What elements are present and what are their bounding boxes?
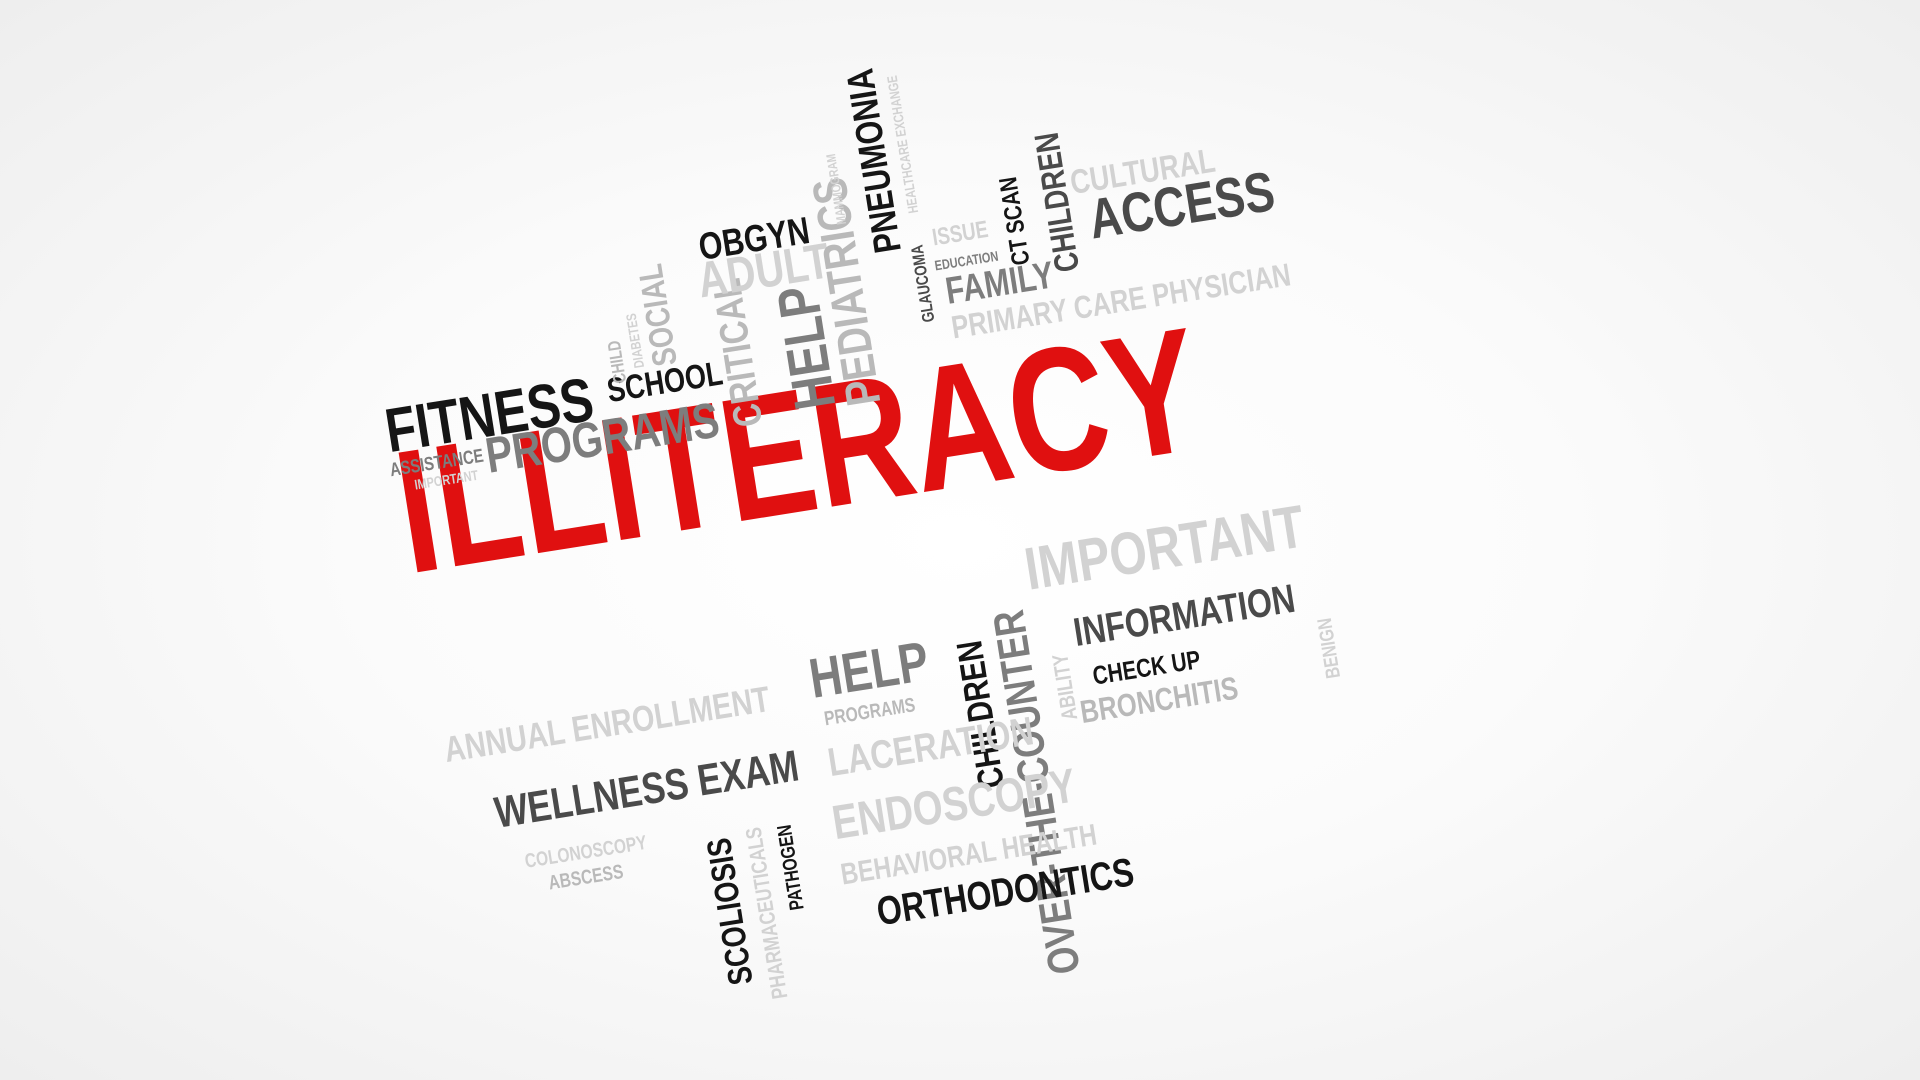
- word-benign: BENIGN: [1313, 616, 1346, 680]
- word-child: CHILD: [603, 339, 631, 385]
- word-glaucoma: GLAUCOMA: [907, 243, 939, 324]
- word-ability: ABILITY: [1047, 652, 1083, 722]
- word-ct-scan: CT SCAN: [994, 174, 1036, 268]
- word-pathogen: PATHOGEN: [773, 823, 809, 912]
- word-children-top: CHILDREN: [1027, 129, 1088, 275]
- word-wellness-exam: WELLNESS EXAM: [491, 741, 803, 838]
- word-issue: ISSUE: [930, 215, 991, 252]
